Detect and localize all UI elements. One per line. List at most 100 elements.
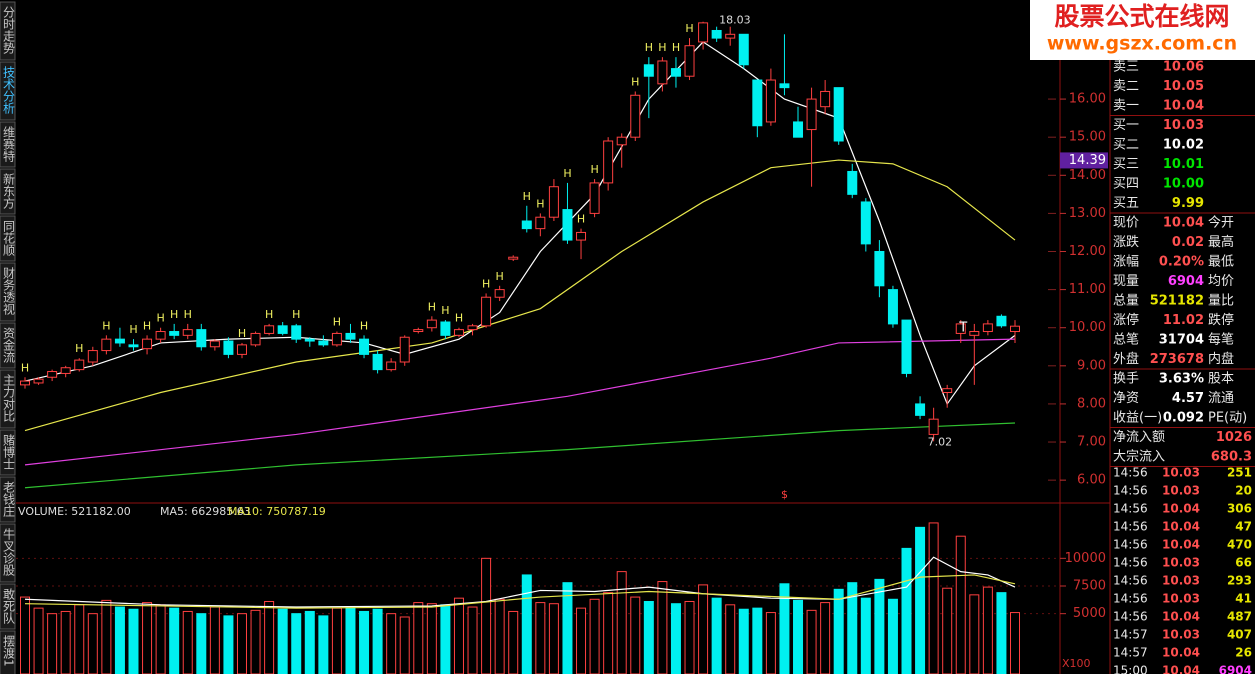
tick-volume: 47 — [1235, 520, 1252, 534]
volume-unit: X100 — [1062, 657, 1091, 670]
tab-label[interactable]: 财务透视 — [2, 267, 16, 315]
tab-label[interactable]: 维赛特 — [2, 126, 16, 162]
volume-bar — [87, 613, 98, 674]
tab[interactable] — [0, 523, 16, 583]
candle-body — [752, 79, 763, 127]
tab-label[interactable]: 老钱庄 — [2, 481, 16, 518]
candle-body — [969, 331, 980, 336]
volume-bar — [752, 607, 763, 674]
candle-body — [196, 329, 207, 348]
quote-label: 大宗流入 — [1113, 449, 1165, 465]
candle-body — [833, 87, 844, 142]
volume-bar — [359, 610, 370, 674]
tab-label[interactable]: 同花顺 — [2, 220, 16, 256]
signal-label: H — [563, 167, 571, 180]
tab[interactable] — [0, 61, 16, 121]
tick-time: 14:56 — [1113, 520, 1148, 534]
candle-body — [738, 33, 749, 66]
tick-time: 14:57 — [1113, 646, 1148, 660]
tab-label[interactable]: 敢死队 — [2, 588, 16, 624]
candle-body — [399, 336, 410, 363]
tab[interactable] — [0, 476, 16, 523]
signal-label: H — [590, 163, 598, 176]
tab[interactable] — [0, 630, 16, 674]
quote-label: 涨跌 — [1113, 234, 1139, 250]
volume-bar — [928, 522, 939, 674]
volume-bar — [481, 557, 492, 674]
quote-label: 买五 — [1113, 196, 1139, 211]
candle-body — [345, 332, 356, 340]
volume-bar — [670, 603, 681, 674]
tab[interactable] — [0, 583, 16, 630]
tab-label[interactable]: 分时走势 — [2, 6, 16, 54]
quote-label: 买一 — [1113, 118, 1139, 133]
candle-body — [874, 251, 885, 287]
volume-bar — [603, 592, 614, 674]
tab[interactable] — [0, 168, 16, 215]
tab[interactable] — [0, 262, 16, 322]
volume-bar — [331, 607, 342, 674]
y-tick-label: 14.00 — [1069, 168, 1106, 183]
quote-value: 11.02 — [1163, 313, 1204, 328]
tab-label[interactable]: 主力对比 — [2, 374, 16, 423]
current-price-box — [1060, 152, 1108, 169]
volume-header: VOLUME: 521182.00 — [18, 505, 131, 518]
volume-bar — [576, 607, 587, 674]
candle-body — [20, 380, 30, 386]
tab-label[interactable]: 赌博士 — [2, 434, 16, 470]
candle-body — [996, 315, 1007, 327]
candle-body — [887, 289, 898, 325]
tab-label[interactable]: 摆渡1 — [2, 635, 16, 667]
candle-body — [209, 340, 220, 348]
candle-body — [250, 332, 261, 346]
tab[interactable] — [0, 121, 16, 168]
volume-bar — [698, 584, 709, 674]
tick-volume: 487 — [1227, 610, 1252, 624]
quote-label: 买二 — [1113, 138, 1139, 153]
tab[interactable] — [0, 215, 16, 262]
quote-label: 流通 — [1208, 391, 1234, 406]
candle-body — [670, 68, 681, 77]
y-tick-label: 12.00 — [1069, 244, 1106, 259]
tick-volume: 306 — [1227, 502, 1252, 516]
tab[interactable] — [0, 1, 16, 61]
tick-time: 15:00 — [1113, 664, 1148, 674]
candle-body — [955, 323, 966, 334]
tab-label[interactable]: 牛叉诊股 — [2, 527, 16, 577]
candle-body — [725, 33, 736, 39]
dollar-label: $ — [781, 488, 788, 501]
candle-body — [630, 94, 641, 138]
quote-value: 6904 — [1168, 274, 1204, 289]
y-tick-label: 8.00 — [1077, 396, 1106, 411]
tab-label[interactable]: 资金流 — [2, 327, 16, 363]
tick-volume: 66 — [1235, 556, 1252, 570]
candle-body — [535, 216, 546, 230]
candle-body — [114, 338, 125, 344]
candle-body — [182, 329, 193, 336]
candle-body — [426, 319, 437, 329]
tick-volume: 407 — [1227, 628, 1252, 642]
candle-body — [942, 388, 953, 393]
tab-label[interactable]: 新东方 — [2, 172, 16, 210]
quote-label: 卖二 — [1113, 79, 1139, 94]
tab[interactable] — [0, 369, 16, 429]
volume-bar — [616, 571, 627, 674]
tab[interactable] — [0, 429, 16, 476]
candle-body — [616, 136, 627, 146]
quote-label: 净资 — [1113, 391, 1139, 406]
signal-label: H — [645, 41, 653, 54]
tab-label[interactable]: 技术分析 — [2, 66, 16, 115]
signal-label: H — [143, 319, 151, 332]
volume-bar — [128, 608, 139, 674]
quote-label: PE(动) — [1208, 411, 1247, 426]
signal-label: H — [685, 22, 693, 35]
signal-label: H — [577, 213, 585, 226]
quote-label: 量比 — [1208, 294, 1234, 309]
volume-bar — [345, 606, 356, 674]
quote-label: 卖一 — [1113, 99, 1139, 114]
volume-bar — [399, 616, 410, 674]
volume-bar — [169, 607, 180, 674]
tab[interactable] — [0, 322, 16, 369]
